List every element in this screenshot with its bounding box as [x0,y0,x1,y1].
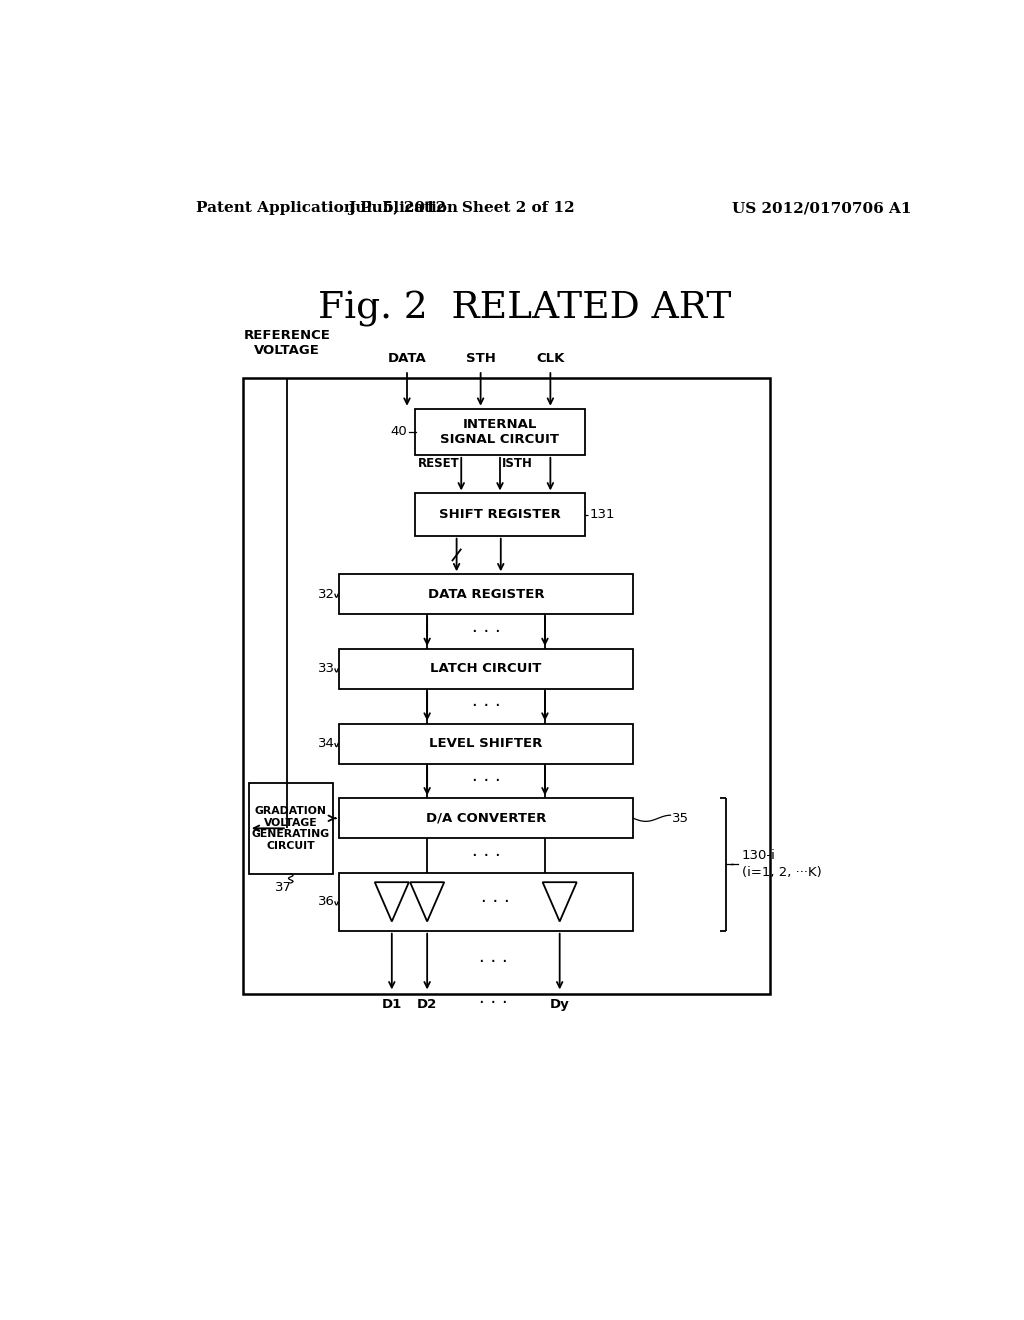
Polygon shape [375,882,409,921]
Text: REFERENCE
VOLTAGE: REFERENCE VOLTAGE [244,329,331,358]
Bar [249,783,333,874]
Bar [339,649,633,689]
Text: 131: 131 [589,508,614,521]
Text: 130-i: 130-i [741,849,775,862]
Bar [415,494,586,536]
Text: Fig. 2  RELATED ART: Fig. 2 RELATED ART [318,290,731,326]
Polygon shape [410,882,444,921]
Text: LATCH CIRCUIT: LATCH CIRCUIT [430,663,542,676]
Text: CLK: CLK [537,351,564,364]
Bar [339,799,633,838]
Text: Jul. 5, 2012   Sheet 2 of 12: Jul. 5, 2012 Sheet 2 of 12 [348,202,574,215]
Text: D1: D1 [382,998,402,1011]
Text: D/A CONVERTER: D/A CONVERTER [426,812,546,825]
Text: 40: 40 [390,425,407,438]
Text: LEVEL SHIFTER: LEVEL SHIFTER [429,737,543,750]
Text: DATA: DATA [388,351,426,364]
Text: · · ·: · · · [472,772,501,789]
Text: 35: 35 [672,812,689,825]
Text: RESET: RESET [418,457,460,470]
Text: (i=1, 2, ···K): (i=1, 2, ···K) [741,866,821,879]
Bar [243,378,770,994]
Bar [339,574,633,614]
Text: · · ·: · · · [479,994,508,1012]
Text: · · ·: · · · [472,623,501,640]
Text: SHIFT REGISTER: SHIFT REGISTER [439,508,561,521]
Text: · · ·: · · · [480,892,509,911]
Text: STH: STH [466,351,496,364]
Text: 36: 36 [318,895,335,908]
Bar [415,409,586,455]
Text: · · ·: · · · [472,697,501,715]
Text: ISTH: ISTH [502,457,532,470]
Text: 37: 37 [274,880,292,894]
Text: US 2012/0170706 A1: US 2012/0170706 A1 [732,202,912,215]
Polygon shape [543,882,577,921]
Text: · · ·: · · · [472,846,501,865]
Text: DATA REGISTER: DATA REGISTER [428,587,545,601]
Bar [339,873,633,931]
Text: 34: 34 [318,737,335,750]
Text: GRADATION
VOLTAGE
GENERATING
CIRCUIT: GRADATION VOLTAGE GENERATING CIRCUIT [252,807,330,850]
Text: D2: D2 [417,998,437,1011]
Text: Dy: Dy [550,998,569,1011]
Text: 32: 32 [317,587,335,601]
Text: 33: 33 [317,663,335,676]
Bar [339,723,633,763]
Text: Patent Application Publication: Patent Application Publication [197,202,458,215]
Text: · · ·: · · · [479,953,508,970]
Text: INTERNAL
SIGNAL CIRCUIT: INTERNAL SIGNAL CIRCUIT [440,417,559,446]
